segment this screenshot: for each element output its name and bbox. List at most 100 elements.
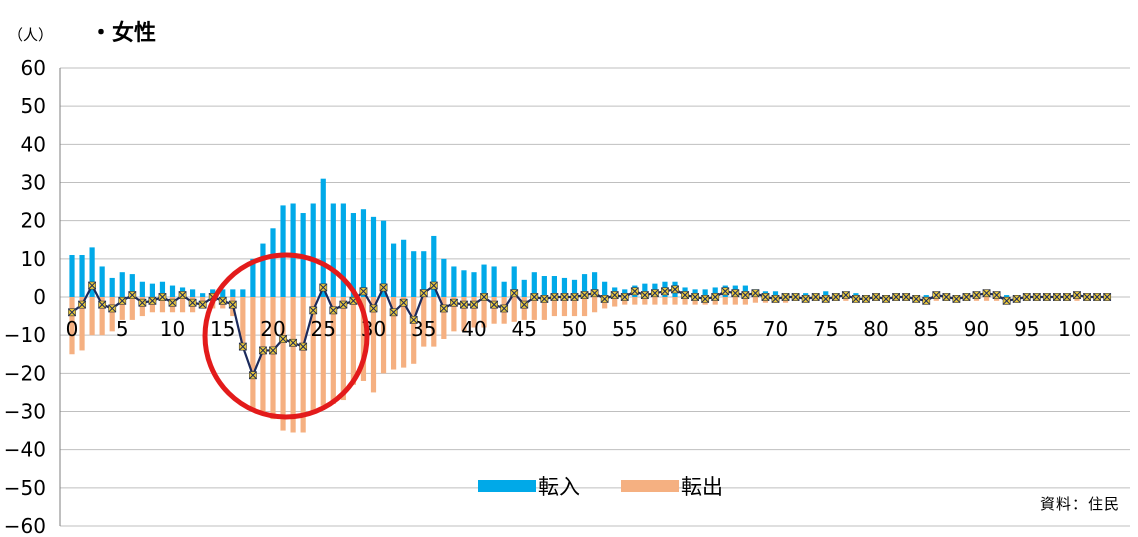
outflow-bar — [290, 297, 296, 433]
inflow-bar — [1004, 295, 1010, 297]
net-marker-cross — [449, 298, 458, 307]
y-tick-label: 60 — [21, 56, 46, 80]
net-marker-cross — [188, 298, 197, 307]
net-marker-cross — [369, 304, 378, 313]
net-marker-cross — [1093, 293, 1102, 301]
outflow-bar — [370, 297, 377, 393]
outflow-bar — [642, 297, 648, 305]
outflow-bar — [672, 297, 678, 305]
net-marker-cross — [570, 293, 579, 301]
net-marker-cross — [600, 294, 609, 303]
inflow-bar — [712, 287, 718, 297]
inflow-bar — [360, 209, 367, 297]
inflow-bar — [481, 264, 487, 297]
net-marker-cross — [630, 287, 639, 296]
outflow-bar — [270, 297, 276, 420]
inflow-bar — [280, 205, 286, 297]
outflow-bar — [340, 297, 346, 401]
x-tick-label: 15 — [210, 317, 235, 341]
outflow-bar — [732, 297, 738, 305]
inflow-bar — [330, 203, 336, 297]
outflow-bar — [742, 297, 748, 305]
net-marker-cross — [801, 294, 810, 303]
net-marker-cross — [791, 293, 800, 301]
net-marker-cross — [781, 293, 790, 301]
inflow-bar — [109, 277, 115, 297]
net-marker-cross — [128, 291, 137, 300]
net-marker-cross — [650, 289, 659, 298]
net-marker-cross — [389, 308, 398, 317]
net-marker-cross — [701, 294, 710, 303]
net-marker-cross — [821, 294, 830, 303]
net-marker-cross — [148, 296, 157, 305]
outflow-bar — [280, 297, 286, 431]
inflow-bar — [370, 216, 377, 297]
inflow-bar — [431, 235, 437, 297]
inflow-bar — [441, 258, 447, 297]
inflow-bar — [471, 272, 477, 297]
net-marker-cross — [861, 294, 870, 303]
net-marker-cross — [892, 293, 901, 301]
inflow-bar — [260, 243, 266, 297]
net-marker-cross — [258, 346, 267, 355]
inflow-bar — [541, 276, 547, 297]
net-marker-cross — [359, 287, 368, 296]
net-marker-cross — [932, 291, 941, 300]
x-tick-label: 65 — [713, 317, 738, 341]
inflow-bar — [200, 293, 206, 297]
inflow-bar — [592, 272, 598, 297]
inflow-bar — [391, 243, 397, 297]
outflow-bar — [571, 297, 578, 317]
net-marker-cross — [841, 291, 850, 300]
y-tick-label: −40 — [4, 438, 46, 462]
x-tick-label: 75 — [813, 317, 838, 341]
inflow-bar — [129, 274, 135, 297]
net-marker-cross — [399, 298, 408, 307]
outflow-bar — [722, 297, 728, 305]
outflow-bar — [612, 297, 618, 307]
inflow-bar — [240, 289, 246, 297]
y-unit-label: （人） — [8, 26, 53, 44]
outflow-bar — [250, 297, 256, 412]
outflow-bar — [421, 297, 427, 347]
net-marker-cross — [811, 293, 820, 301]
x-tick-label: 80 — [863, 317, 888, 341]
net-marker-cross — [640, 291, 649, 300]
x-tick-label: 0 — [66, 317, 79, 341]
inflow-bar — [461, 270, 467, 297]
net-marker-cross — [1022, 293, 1031, 301]
outflow-bar — [350, 297, 356, 385]
outflow-bar — [531, 297, 537, 320]
net-marker-cross — [409, 315, 418, 324]
net-marker-cross — [379, 283, 388, 292]
x-axis-tick-labels: 0 5 10 15 20 25 30 35 40 45 50 55 60 65 70 75 80 85 90 95 10… — [66, 317, 1096, 341]
net-marker-cross — [751, 289, 760, 298]
inflow-bar — [501, 281, 507, 297]
x-tick-label: 40 — [461, 317, 486, 341]
net-marker-cross — [279, 335, 288, 343]
outflow-bar — [551, 297, 557, 317]
inflow-bar — [451, 266, 457, 297]
net-marker-cross — [429, 281, 438, 290]
inflow-bar — [411, 251, 417, 297]
y-tick-label: −50 — [4, 476, 46, 500]
y-tick-label: 20 — [21, 209, 46, 233]
net-marker-cross — [590, 289, 599, 298]
net-marker-cross — [530, 293, 539, 301]
net-marker-cross — [1083, 293, 1092, 301]
inflow-bar — [531, 272, 537, 297]
outflow-bar — [581, 297, 588, 317]
gridlines — [60, 67, 1130, 527]
inflow-bar — [521, 279, 527, 297]
outflow-bar — [260, 297, 266, 416]
x-tick-label: 55 — [612, 317, 637, 341]
net-marker-cross — [882, 294, 891, 303]
inflow-bar — [69, 255, 75, 297]
net-marker-cross — [470, 300, 478, 309]
outflow-bar — [99, 297, 105, 336]
net-marker-cross — [108, 304, 117, 313]
net-marker-cross — [902, 293, 911, 301]
x-tick-label: 10 — [160, 317, 185, 341]
net-marker-cross — [269, 346, 277, 355]
outflow-bar — [159, 297, 166, 313]
